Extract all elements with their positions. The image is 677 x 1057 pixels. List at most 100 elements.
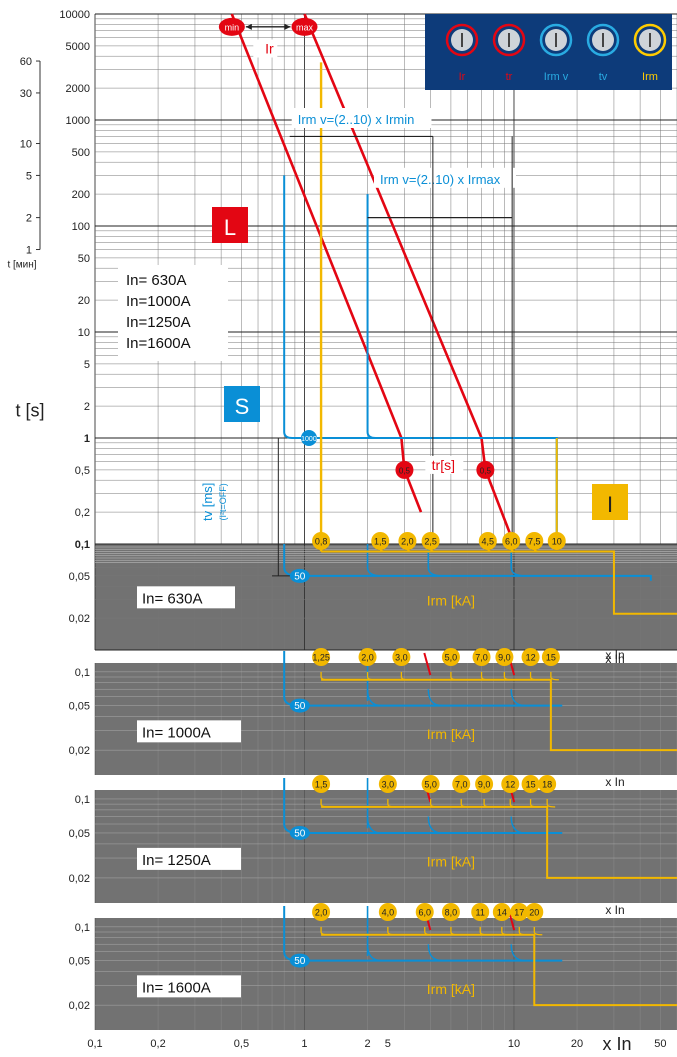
irm-badge-sub-bg — [441, 903, 460, 921]
i-branch-sub — [529, 798, 539, 808]
irm-badge: 10 — [552, 537, 562, 547]
irm-badge-sub-bg — [471, 903, 490, 921]
s-time-badge: 1000 — [301, 436, 317, 443]
knob-ring — [539, 23, 573, 57]
sub-y-label: 0,1 — [75, 667, 90, 679]
irm-badge: 0,8 — [315, 537, 328, 547]
i-branch-sub — [501, 926, 510, 936]
ir-arrow-right — [284, 23, 291, 30]
tv-badge-sub-bg — [289, 698, 310, 713]
tv-branch-sub — [510, 816, 526, 834]
sub-y-label: 0,1 — [75, 922, 90, 934]
x-tick-label: 0,5 — [234, 1038, 249, 1050]
irm-badge-bg — [312, 532, 331, 550]
tr-badge: 0,5 — [480, 466, 492, 475]
irm-badge-bg — [525, 532, 544, 550]
rating-item: In=1250A — [126, 314, 191, 331]
i-branch-sub — [550, 671, 559, 681]
knob-ring — [633, 23, 667, 57]
y-tick-label: 0,5 — [75, 465, 90, 477]
knob-ring — [445, 23, 479, 57]
irm-badge-sub: 2,0 — [361, 653, 374, 663]
s-block: S — [235, 394, 250, 419]
rating-item: In= 630A — [126, 272, 186, 289]
i-branch-sub — [546, 798, 556, 808]
max-badge-bg — [291, 17, 318, 36]
ir-arrow-left — [245, 23, 252, 30]
knob-ring — [586, 23, 620, 57]
irmv-max-label: Irm v=(2..10) x Irmax — [380, 172, 501, 187]
i-branch-sub — [366, 671, 376, 681]
irmv-min-label-bg — [291, 108, 432, 128]
minutes-axis-label: t [мин] — [7, 260, 36, 271]
irm-badge-sub: 1,5 — [315, 780, 328, 790]
s-curve-max — [366, 194, 558, 544]
x-tick-label: 0,1 — [87, 1038, 102, 1050]
sub-rating-bg — [137, 847, 241, 870]
tv-badge-sub: 50 — [294, 828, 306, 839]
y-tick-label: 0,1 — [75, 539, 90, 551]
irm-ka-sub-label: Irm [kA] — [427, 981, 475, 997]
l-curve-max — [303, 13, 516, 545]
irm-badge-sub-bg — [415, 903, 434, 921]
tv-badge-sub-bg — [289, 825, 310, 840]
irm-badge: 1,5 — [374, 537, 387, 547]
subpanel-2: 0,1 0,05 0,02 1,5 3,0 5,0 7,0 9,0 12 15 18 x In 50 In… — [69, 775, 677, 903]
i-curve-sub — [321, 678, 677, 752]
tr-badge-bg — [395, 460, 414, 479]
irm-badge-sub-bg — [421, 775, 440, 793]
irm-badge-sub-bg — [392, 648, 411, 666]
irmv-min-label: Irm v=(2..10) x Irmin — [298, 112, 415, 127]
irm-badge-sub: 11 — [476, 908, 485, 918]
i-curve-step — [321, 550, 677, 615]
y-tick-label: 500 — [72, 147, 90, 159]
y-tick-label: 0,02 — [69, 613, 90, 625]
max-badge: max — [296, 22, 314, 32]
irm-badge-sub-bg — [378, 903, 397, 921]
i-block-bg — [592, 484, 628, 520]
irm-badge-sub-bg — [521, 648, 540, 666]
minutes-tick-label: 2 — [26, 213, 32, 225]
i-branch-sub — [529, 671, 539, 681]
irm-badge: 6,0 — [505, 537, 518, 547]
legend: Ir tr Irm v tv Irm — [425, 14, 672, 90]
irmv-max-label-bg — [373, 167, 516, 188]
irm-badge-sub-bg — [510, 903, 529, 921]
sub-rating-label: In= 1000A — [142, 724, 211, 741]
i-branch-sub — [460, 798, 470, 808]
sub-y-label: 0,05 — [69, 956, 90, 968]
ir-label: Ir — [265, 41, 274, 57]
irm-badge-sub: 8,0 — [445, 908, 458, 918]
s-time-badge-bg — [300, 430, 317, 446]
sub-y-label: 0,02 — [69, 1000, 90, 1012]
tv-branch-sub — [427, 816, 443, 834]
irm-badge-bg — [371, 532, 390, 550]
irm-badge: 7,5 — [528, 537, 541, 547]
tv-badge-main-bg — [289, 568, 310, 583]
i-branch-sub — [479, 926, 489, 936]
i-branch-sub — [483, 798, 493, 808]
x-tick-label: 20 — [571, 1038, 583, 1050]
irm-badge-sub: 3,0 — [382, 780, 395, 790]
sub-y-label: 0,05 — [69, 828, 90, 840]
sub-rating-bg — [137, 975, 241, 998]
sub-y-label: 0,1 — [75, 794, 90, 806]
i-branch-sub — [518, 926, 528, 936]
i-branch-sub — [424, 926, 433, 936]
irm-ka-label-main: Irm [kA] — [427, 592, 475, 608]
y-tick-label: 2 — [84, 401, 90, 413]
rating-item: In=1000A — [126, 293, 191, 310]
sub-y-label: 0,02 — [69, 873, 90, 885]
sub-rating-label: In= 1600A — [142, 979, 211, 996]
tv-note: (I²t=OFF) — [218, 483, 228, 520]
tv-label-group: tv [ms] (I²t=OFF) — [200, 483, 228, 521]
i-branch-sub — [450, 926, 459, 936]
irm-badge-sub: 9,0 — [478, 780, 491, 790]
sub-rating-bg — [137, 720, 241, 743]
i-branch-sub — [480, 671, 490, 681]
x-tick-label: 0,2 — [150, 1038, 165, 1050]
panel-rating-bg — [137, 586, 235, 609]
tv-badge-sub: 50 — [294, 956, 306, 967]
tr-badge-bg — [476, 460, 495, 479]
sub-y-label: 0,05 — [69, 701, 90, 713]
